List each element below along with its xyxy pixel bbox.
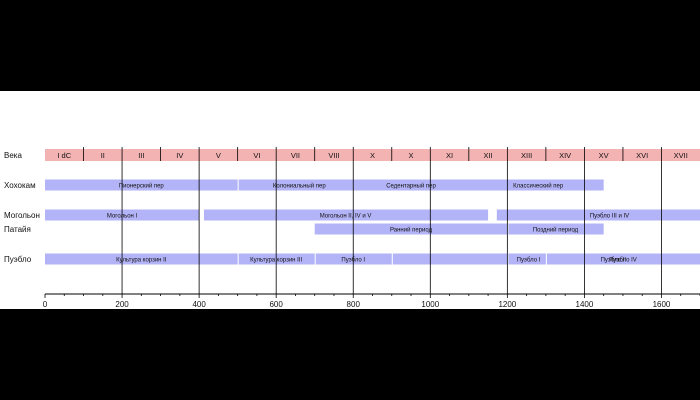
row-label: Века xyxy=(4,151,22,160)
row-label: Хохокам xyxy=(4,181,36,190)
timeline-bar xyxy=(203,209,489,221)
x-tick-label: 600 xyxy=(269,300,283,309)
timeline-bar xyxy=(45,253,238,265)
bar-label: XV xyxy=(599,151,609,160)
bar-label: Колониальный пер xyxy=(273,183,326,190)
timeline-bar xyxy=(392,253,508,265)
x-tick-label: 1200 xyxy=(498,300,516,309)
timeline-bar xyxy=(508,223,604,235)
timeline-bar xyxy=(45,149,84,161)
row-label: Патайя xyxy=(4,225,31,234)
timeline-bar xyxy=(122,149,161,161)
timeline-bar xyxy=(238,253,315,265)
bar-label: X xyxy=(409,151,414,160)
bar-label: XIII xyxy=(521,151,532,160)
timeline-bar xyxy=(496,209,700,221)
x-tick-label: 200 xyxy=(115,300,129,309)
bar-label: V xyxy=(216,151,221,160)
timeline-bar xyxy=(45,179,238,191)
labels-layer: Века I dC II III IV V VI VII VIII X X XI XII XIII XIV X… xyxy=(4,151,688,309)
timeline-bar xyxy=(353,149,392,161)
bar-label: VI xyxy=(253,151,260,160)
bar-label: Могольон II, IV и V xyxy=(320,214,372,220)
timeline-bar xyxy=(661,149,700,161)
gridlines-layer xyxy=(44,147,700,298)
bar-label: X xyxy=(370,151,375,160)
timeline-bar xyxy=(622,149,662,161)
bar-label: Пуэбло I xyxy=(517,258,541,264)
bar-label: Пуэбло II xyxy=(601,258,627,264)
bar-label: Пуэбло III и IV xyxy=(590,214,629,220)
timeline-bar xyxy=(238,179,604,191)
timeline-bar xyxy=(237,149,277,161)
bar-label: Пуэбло IV xyxy=(609,258,637,264)
bar-label: Седентарный пер xyxy=(386,183,436,190)
timeline-bar xyxy=(314,149,354,161)
timeline-bar xyxy=(160,149,200,161)
timeline-bar xyxy=(391,149,431,161)
timeline-bar xyxy=(430,149,469,161)
bar-label: VIII xyxy=(328,151,339,160)
bar-label: Культура корзин III xyxy=(250,258,302,264)
timeline-bar xyxy=(508,253,546,265)
x-tick-label: 1600 xyxy=(653,300,671,309)
timeline-bar xyxy=(507,149,546,161)
bar-label: XVI xyxy=(636,151,648,160)
bar-label: Ранний период xyxy=(390,227,433,234)
x-tick-label: 0 xyxy=(43,300,48,309)
bar-label: IV xyxy=(176,151,183,160)
timeline-bar xyxy=(83,149,123,161)
timeline-bar xyxy=(315,253,392,265)
bar-label: XI xyxy=(446,151,453,160)
bar-label: XVII xyxy=(674,151,688,160)
bar-label: III xyxy=(138,151,144,160)
timeline-svg: Века I dC II III IV V VI VII VIII X X XI XII XIII XIV X… xyxy=(4,147,700,309)
timeline-bar xyxy=(314,223,508,235)
timeline-bar xyxy=(584,149,623,161)
timeline-bar xyxy=(276,149,315,161)
bar-label: Классический пер xyxy=(513,183,564,190)
bar-label: Поздний период xyxy=(533,227,579,234)
timeline-bar xyxy=(468,149,508,161)
timeline-bar xyxy=(546,253,700,265)
bar-label: Культура корзин II xyxy=(116,258,167,264)
bars-layer xyxy=(45,149,700,265)
bar-label: I dC xyxy=(57,151,71,160)
x-tick-label: 1000 xyxy=(421,300,439,309)
row-label: Могольон xyxy=(4,211,40,220)
x-tick-label: 1400 xyxy=(576,300,594,309)
x-tick-label: 400 xyxy=(192,300,206,309)
x-tick-label: 800 xyxy=(347,300,361,309)
timeline-bar xyxy=(545,149,585,161)
timeline-chart: Века I dC II III IV V VI VII VIII X X XI XII XIII XIV X… xyxy=(0,91,700,309)
bar-label: XIV xyxy=(559,151,571,160)
bar-label: VII xyxy=(291,151,300,160)
row-label: Пуэбло xyxy=(4,255,32,264)
bar-label: Могольон I xyxy=(107,214,138,220)
bar-label: Пионерский пер xyxy=(119,183,165,190)
bar-label: II xyxy=(101,151,105,160)
bar-label: XII xyxy=(484,151,493,160)
timeline-bar xyxy=(199,149,238,161)
bar-label: Пуэбло I xyxy=(341,258,365,264)
